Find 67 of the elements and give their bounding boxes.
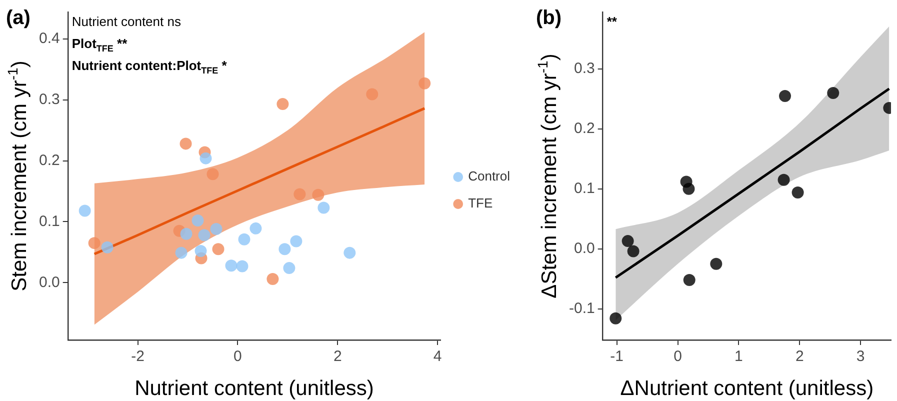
point bbox=[283, 262, 296, 274]
y-tick-label: 0.4 bbox=[38, 30, 60, 47]
point bbox=[194, 244, 207, 257]
y-tick-label: -0.1 bbox=[568, 300, 595, 317]
point bbox=[225, 260, 238, 272]
x-tick-label: 4 bbox=[433, 348, 442, 366]
point bbox=[418, 77, 431, 90]
point bbox=[238, 233, 250, 246]
x-tick-label: 0 bbox=[234, 348, 242, 366]
point bbox=[180, 228, 192, 240]
point bbox=[88, 237, 100, 250]
y-tick-label: 0.0 bbox=[38, 274, 60, 291]
point bbox=[827, 86, 840, 99]
point bbox=[627, 245, 640, 258]
point bbox=[101, 241, 114, 254]
x-tick-label: 2 bbox=[795, 348, 804, 366]
point bbox=[278, 243, 291, 256]
point bbox=[250, 222, 262, 234]
point bbox=[180, 138, 192, 150]
point bbox=[622, 235, 634, 248]
point bbox=[778, 174, 790, 186]
chart-title: (a) bbox=[6, 7, 30, 29]
point bbox=[276, 98, 289, 110]
point bbox=[312, 188, 324, 201]
point bbox=[210, 223, 222, 236]
point bbox=[710, 258, 722, 270]
point bbox=[344, 246, 356, 259]
x-tick-label: 0 bbox=[674, 348, 682, 366]
point bbox=[610, 312, 622, 324]
point bbox=[779, 90, 791, 102]
y-tick-label: 0.3 bbox=[38, 90, 60, 108]
point bbox=[266, 273, 279, 286]
chart-title: (b) bbox=[536, 7, 562, 29]
point bbox=[78, 204, 91, 217]
y-axis-title: Stem increment (cm yr-1) bbox=[4, 60, 31, 292]
annotation: ** bbox=[606, 14, 618, 29]
legend-label: TFE bbox=[468, 196, 493, 211]
point bbox=[294, 188, 306, 200]
y-axis-title: ΔStem increment (cm yr-1) bbox=[534, 54, 561, 298]
point bbox=[683, 274, 696, 286]
x-tick-label: -2 bbox=[131, 348, 144, 366]
y-tick-label: 0.2 bbox=[38, 152, 60, 169]
x-tick-label: 3 bbox=[856, 348, 865, 366]
y-tick-label: 0.0 bbox=[574, 240, 595, 257]
annotation: Nutrient content ns bbox=[72, 14, 182, 29]
x-tick-label: 1 bbox=[734, 348, 743, 366]
x-tick-label: 2 bbox=[333, 348, 342, 366]
y-tick-label: 0.1 bbox=[38, 212, 60, 230]
y-tick-label: 0.1 bbox=[574, 180, 595, 198]
legend-label: Control bbox=[468, 168, 510, 184]
point bbox=[318, 202, 330, 214]
point bbox=[175, 246, 188, 259]
x-axis-title: ΔNutrient content (unitless) bbox=[620, 377, 874, 400]
point bbox=[236, 260, 248, 272]
point bbox=[200, 152, 212, 164]
point bbox=[206, 168, 219, 180]
point bbox=[792, 186, 804, 198]
point bbox=[290, 235, 302, 248]
point bbox=[682, 182, 695, 195]
point bbox=[212, 243, 224, 256]
x-axis-title: Nutrient content (unitless) bbox=[134, 377, 374, 400]
point bbox=[366, 88, 378, 100]
y-tick-label: 0.3 bbox=[574, 60, 595, 78]
point bbox=[198, 229, 210, 242]
x-tick-label: -1 bbox=[610, 348, 624, 366]
point bbox=[192, 214, 204, 227]
y-tick-label: 0.2 bbox=[574, 120, 595, 138]
